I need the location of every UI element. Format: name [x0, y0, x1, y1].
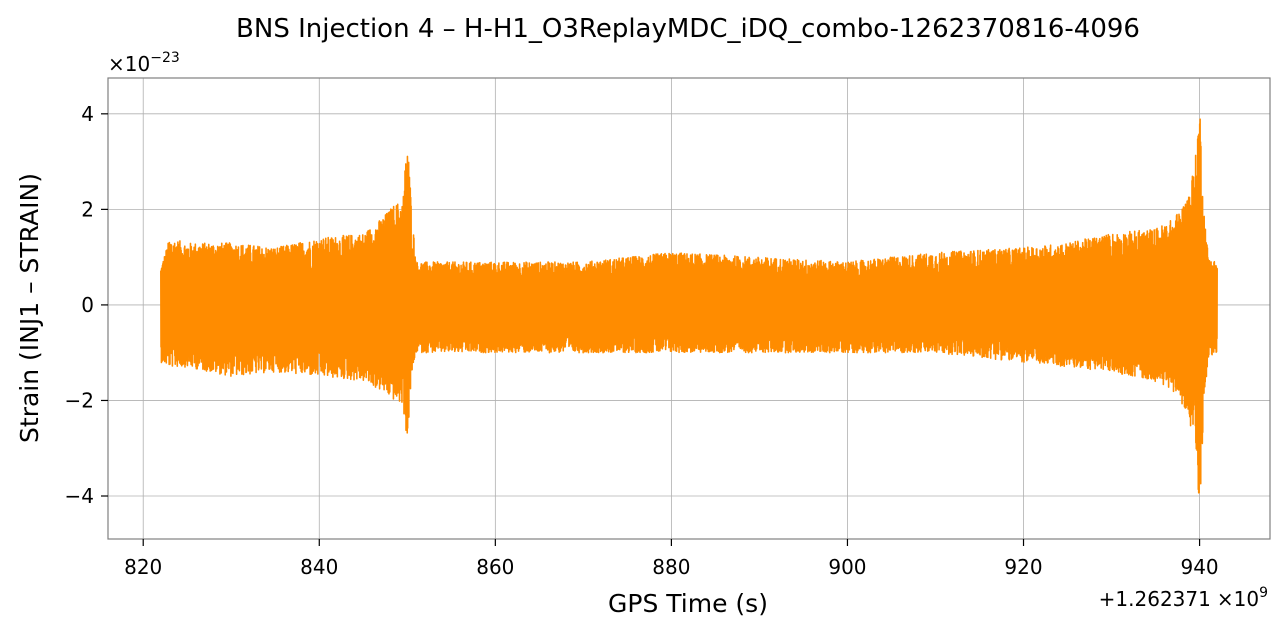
- x-tick-label: 860: [476, 555, 514, 579]
- x-tick-label: 940: [1180, 555, 1218, 579]
- tick-layer: 820 840 860 880 900 920 940 4 2 0 −2 −4: [65, 102, 1219, 579]
- plot-frame: [107, 77, 1271, 540]
- y-tick-label: 2: [81, 197, 94, 221]
- y-tick-label: −4: [65, 484, 94, 508]
- strain-series-line: [160, 118, 1218, 494]
- y-scale-exponent: −23: [150, 50, 180, 66]
- x-tick-label: 920: [1004, 555, 1042, 579]
- x-tick-label: 900: [828, 555, 866, 579]
- y-axis-label: Strain (INJ1 – STRAIN): [15, 173, 44, 443]
- y-tick-label: −2: [65, 388, 94, 412]
- chart-title: BNS Injection 4 – H-H1_O3ReplayMDC_iDQ_c…: [236, 14, 1140, 44]
- y-tick-label: 0: [81, 293, 94, 317]
- x-tick-label: 820: [124, 555, 162, 579]
- x-axis-label: GPS Time (s): [608, 589, 768, 618]
- y-scale-factor: ×10−23: [108, 50, 180, 76]
- series-layer: [160, 118, 1218, 494]
- y-tick-label: 4: [81, 102, 94, 126]
- x-tick-label: 840: [300, 555, 338, 579]
- x-offset-label: +1.262371 ×109: [1099, 585, 1268, 611]
- x-tick-label: 880: [652, 555, 690, 579]
- x-offset-exponent: 9: [1259, 585, 1268, 601]
